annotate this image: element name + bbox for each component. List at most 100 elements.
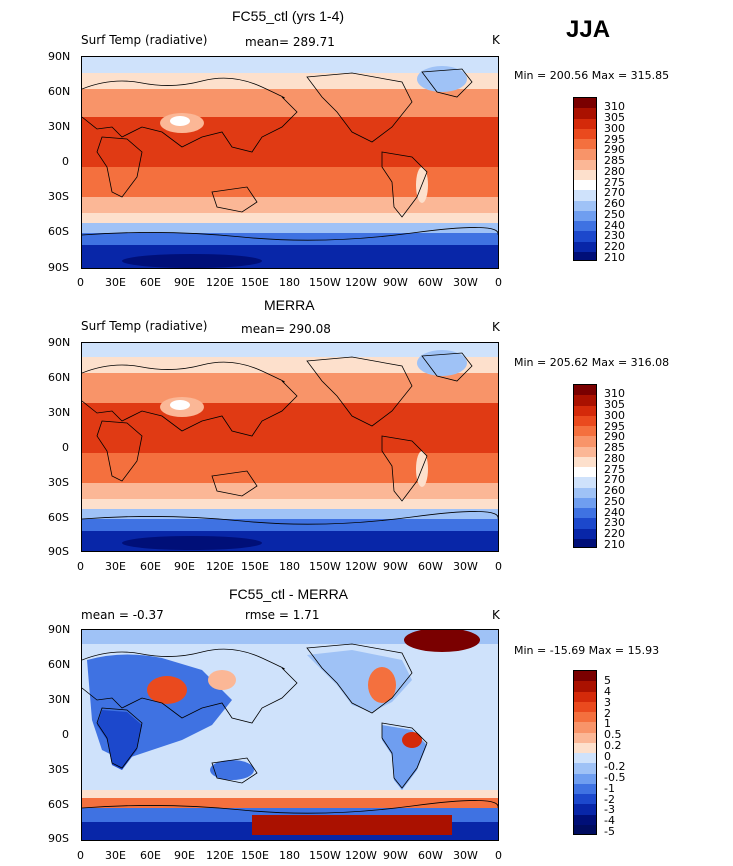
panel-3-map-field xyxy=(82,630,498,840)
panel-2-colorbar-label: 280 xyxy=(604,452,625,465)
panel-2-units: K xyxy=(492,320,500,334)
panel-3-units: K xyxy=(492,608,500,622)
panel-2-title: MERRA xyxy=(264,297,315,313)
panel-2-lat-tick: 30N xyxy=(48,406,71,419)
panel-1-colorbar-label: 285 xyxy=(604,154,625,167)
panel-2-lon-tick: 150W xyxy=(309,560,341,573)
panel-3-lon-tick: 150W xyxy=(309,849,341,862)
panel-3-colorbar xyxy=(573,670,597,835)
panel-2-colorbar-label: 230 xyxy=(604,516,625,529)
panel-3-colorbar-label: 1 xyxy=(604,717,611,730)
panel-3-colorbar-label: -1 xyxy=(604,782,615,795)
panel-1-colorbar-label: 280 xyxy=(604,165,625,178)
panel-1-lon-tick: 60W xyxy=(418,276,443,289)
panel-2-colorbar-label: 210 xyxy=(604,538,625,551)
panel-3-lon-tick: 30W xyxy=(453,849,478,862)
panel-1-lat-tick: 90N xyxy=(48,50,71,63)
panel-2-lon-tick: 30W xyxy=(453,560,478,573)
panel-2-lon-tick: 60E xyxy=(140,560,161,573)
panel-1-lon-tick: 90E xyxy=(174,276,195,289)
panel-3-rmse-label: rmse = 1.71 xyxy=(245,608,320,622)
panel-1-mean-label: mean= 289.71 xyxy=(245,35,335,49)
panel-2-lat-tick: 60N xyxy=(48,371,71,384)
panel-3-colorbar-label: 2 xyxy=(604,707,611,720)
panel-3-title: FC55_ctl - MERRA xyxy=(229,586,349,602)
panel-2-lon-tick: 150E xyxy=(241,560,269,573)
panel-1-lat-tick: 30N xyxy=(48,120,71,133)
panel-1-colorbar-label: 305 xyxy=(604,111,625,124)
panel-2-lon-tick: 30E xyxy=(105,560,126,573)
panel-3-colorbar-label: 4 xyxy=(604,685,611,698)
panel-2-colorbar-label: 300 xyxy=(604,409,625,422)
panel-3-lat-tick: 90N xyxy=(48,623,71,636)
panel-2-lon-tick: 120W xyxy=(345,560,377,573)
panel-3-lon-tick: 90W xyxy=(383,849,408,862)
panel-1-lat-tick: 60S xyxy=(48,225,69,238)
panel-2-colorbar-label: 220 xyxy=(604,527,625,540)
panel-2-lat-tick: 0 xyxy=(62,441,69,454)
panel-1-colorbar-label: 240 xyxy=(604,219,625,232)
panel-1-lon-tick: 180 xyxy=(279,276,300,289)
panel-1-minmax: Min = 200.56 Max = 315.85 xyxy=(514,69,670,82)
panel-2-map xyxy=(81,342,499,552)
panel-1-lon-tick: 90W xyxy=(383,276,408,289)
panel-1-map xyxy=(81,56,499,269)
panel-3-colorbar-label: 0.2 xyxy=(604,739,622,752)
panel-2-lon-tick: 0 xyxy=(495,560,502,573)
panel-2-lat-tick: 60S xyxy=(48,511,69,524)
panel-3-lat-tick: 60N xyxy=(48,658,71,671)
panel-1-colorbar-label: 300 xyxy=(604,122,625,135)
panel-1-lon-tick: 150E xyxy=(241,276,269,289)
panel-1-lon-tick: 120W xyxy=(345,276,377,289)
panel-1-title: FC55_ctl (yrs 1-4) xyxy=(232,8,345,24)
season-label: JJA xyxy=(566,16,611,43)
panel-2-minmax: Min = 205.62 Max = 316.08 xyxy=(514,356,670,369)
panel-1-colorbar-label: 290 xyxy=(604,143,625,156)
panel-2-colorbar-label: 285 xyxy=(604,441,625,454)
panel-1-units: K xyxy=(492,33,500,47)
panel-1-lat-tick: 30S xyxy=(48,190,69,203)
panel-2-lat-tick: 90N xyxy=(48,336,71,349)
panel-3-lon-tick: 120E xyxy=(206,849,234,862)
panel-3-colorbar-label: -5 xyxy=(604,825,615,838)
panel-3-colorbar-label: -2 xyxy=(604,793,615,806)
panel-1-lon-tick: 120E xyxy=(206,276,234,289)
panel-3-lon-tick: 120W xyxy=(345,849,377,862)
panel-1-lat-tick: 90S xyxy=(48,261,69,274)
panel-2-map-field xyxy=(82,343,498,551)
panel-1-colorbar xyxy=(573,97,597,261)
panel-2-colorbar-label: 275 xyxy=(604,463,625,476)
panel-2-colorbar-label: 305 xyxy=(604,398,625,411)
panel-1-lon-tick: 30W xyxy=(453,276,478,289)
panel-3-colorbar-label: 3 xyxy=(604,696,611,709)
panel-1-lon-tick: 0 xyxy=(77,276,84,289)
panel-2-lat-tick: 90S xyxy=(48,545,69,558)
panel-2-colorbar-label: 270 xyxy=(604,473,625,486)
panel-3-lon-tick: 0 xyxy=(77,849,84,862)
panel-3-colorbar-label: 0 xyxy=(604,750,611,763)
panel-3-colorbar-label: -0.5 xyxy=(604,771,626,784)
panel-3-lat-tick: 90S xyxy=(48,832,69,845)
panel-3-lon-tick: 60W xyxy=(418,849,443,862)
panel-2-colorbar xyxy=(573,384,597,548)
panel-1-colorbar-label: 270 xyxy=(604,186,625,199)
panel-2-lon-tick: 180 xyxy=(279,560,300,573)
panel-1-lon-tick: 150W xyxy=(309,276,341,289)
panel-3-lon-tick: 30E xyxy=(105,849,126,862)
panel-2-colorbar-label: 240 xyxy=(604,506,625,519)
panel-3-mean-label: mean = -0.37 xyxy=(81,608,164,622)
panel-2-mean-label: mean= 290.08 xyxy=(241,322,331,336)
panel-1-colorbar-label: 310 xyxy=(604,100,625,113)
panel-1-lat-tick: 60N xyxy=(48,85,71,98)
panel-2-colorbar-label: 310 xyxy=(604,387,625,400)
panel-1-variable-label: Surf Temp (radiative) xyxy=(81,33,208,47)
panel-3-lon-tick: 60E xyxy=(140,849,161,862)
panel-2-lon-tick: 90E xyxy=(174,560,195,573)
panel-3-minmax: Min = -15.69 Max = 15.93 xyxy=(514,644,660,657)
panel-1-colorbar-label: 220 xyxy=(604,240,625,253)
panel-3-colorbar-label: 0.5 xyxy=(604,728,622,741)
panel-2-colorbar-label: 250 xyxy=(604,495,625,508)
panel-2-variable-label: Surf Temp (radiative) xyxy=(81,319,208,333)
panel-3-map xyxy=(81,629,499,841)
panel-1-lon-tick: 60E xyxy=(140,276,161,289)
